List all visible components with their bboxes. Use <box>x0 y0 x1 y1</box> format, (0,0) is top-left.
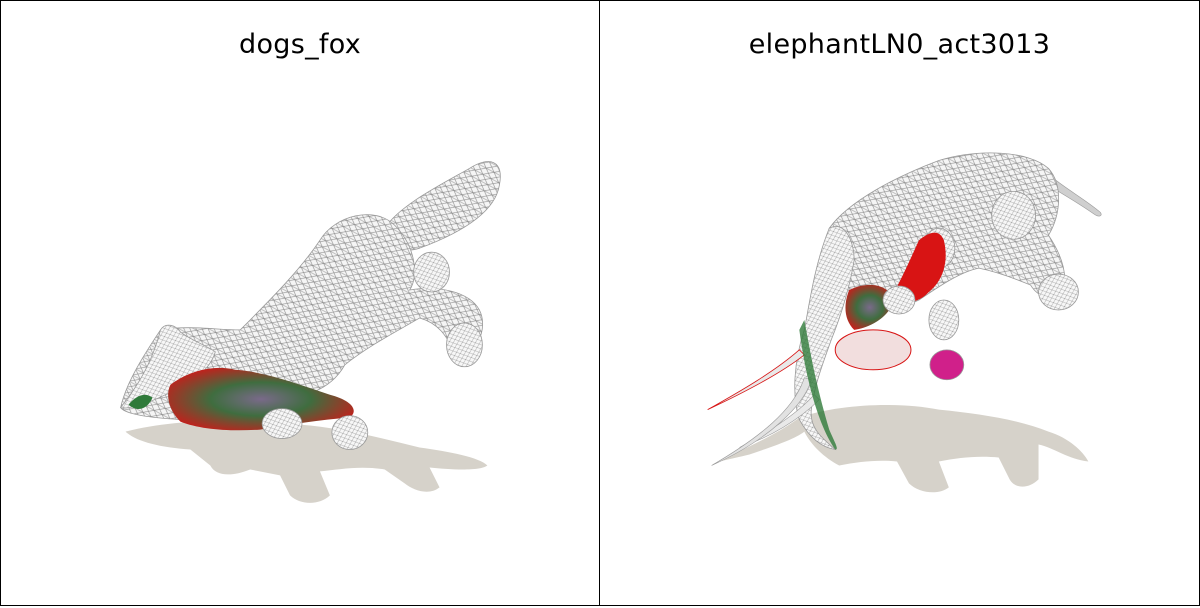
elephant-front-foot <box>929 349 965 381</box>
right-panel: elephantLN0_act3013 <box>599 0 1200 606</box>
elephant-render <box>707 152 1102 493</box>
elephant-shadow <box>711 404 1089 493</box>
elephant-tusk-1 <box>707 349 805 411</box>
panel-title-left: dogs_fox <box>239 29 361 60</box>
left-panel: dogs_fox <box>0 0 600 606</box>
fox-front-paw-1 <box>261 408 303 439</box>
elephant-tusk-2 <box>739 394 820 448</box>
fox-haunch <box>413 251 450 293</box>
panel-title-right: elephantLN0_act3013 <box>748 29 1051 60</box>
fox-front-paw-2 <box>331 415 369 450</box>
fox-render <box>119 161 501 503</box>
fox-tail <box>384 161 501 251</box>
fox-belly-highlight <box>168 367 354 431</box>
elephant-hip <box>991 190 1036 240</box>
elephant-hind-foot <box>1038 273 1079 311</box>
elephant-trunk <box>711 377 812 466</box>
elephant-tail <box>1053 177 1102 217</box>
fox-hindpaw <box>446 322 483 368</box>
elephant-red-highlight <box>889 232 946 304</box>
fox-shadow <box>125 420 488 503</box>
elephant-front-leg <box>834 329 912 371</box>
